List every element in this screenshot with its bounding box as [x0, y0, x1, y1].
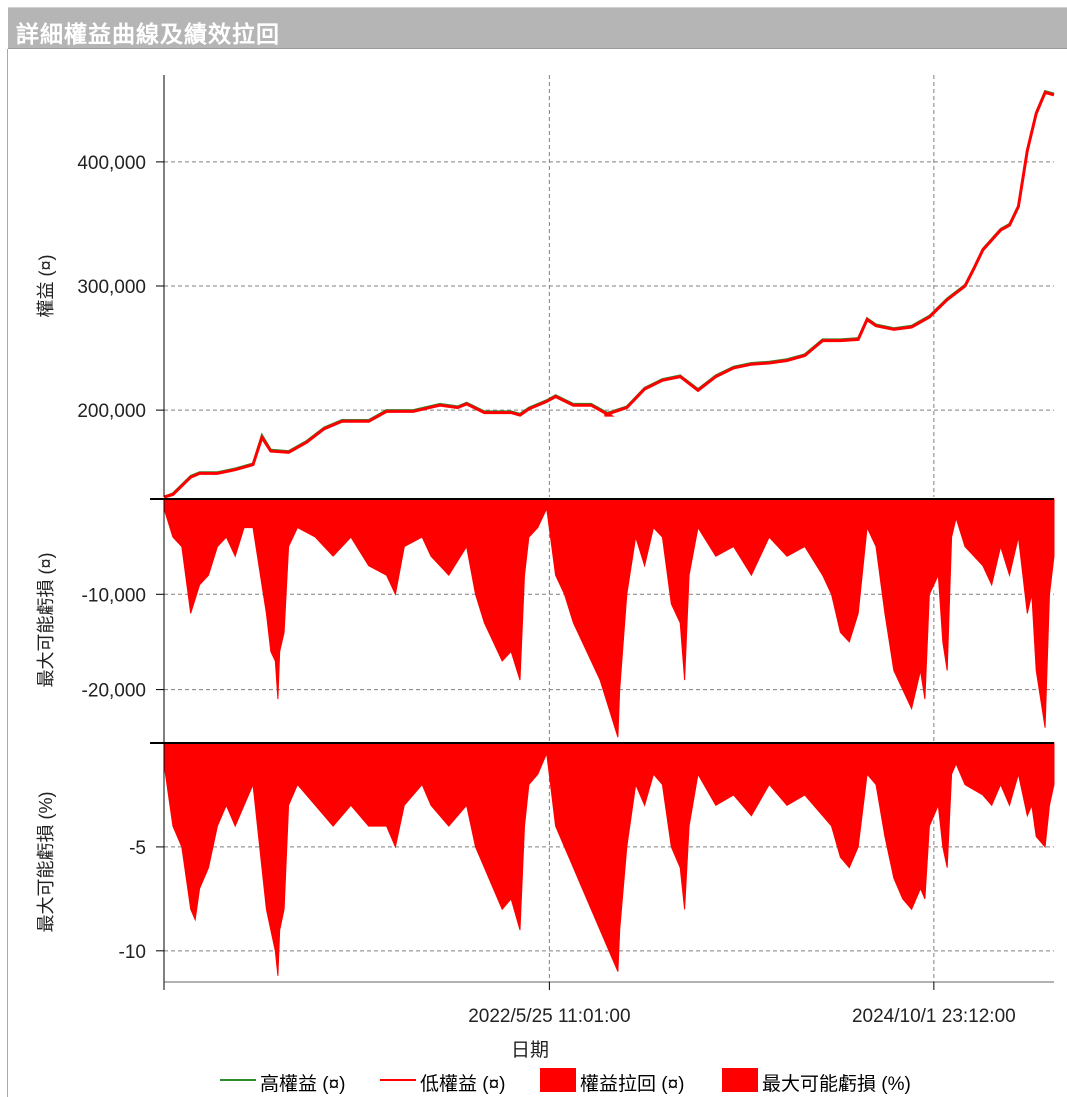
window-title-bar: 詳細權益曲線及績效拉回 — [8, 7, 1067, 49]
equity-panel: 200,000 300,000 400,000 權益 (¤) — [36, 75, 1055, 499]
x-axis-label: 日期 — [511, 1039, 549, 1061]
drawdown-percent-y-axis-label: 最大可能虧損 (%) — [36, 792, 56, 933]
chart-legend: 高權益 (¤) 低權益 (¤) 權益拉回 (¤) 最大可能虧損 (%) — [0, 1064, 1067, 1095]
series-line-high-equity — [163, 89, 1055, 498]
window-title: 詳細權益曲線及績效拉回 — [16, 21, 280, 47]
series-line-low-equity — [163, 90, 1055, 499]
equity-y-axis-label: 權益 (¤) — [36, 255, 56, 318]
drawdown-amount-ytick-label-0: -10,000 — [82, 585, 146, 606]
window-left-border — [7, 49, 8, 1097]
legend-line-swatch — [380, 1079, 416, 1081]
drawdown-percent-area-series — [163, 742, 1055, 976]
drawdown-percent-ytick-label-0: -5 — [129, 838, 146, 859]
legend-box-swatch — [540, 1068, 576, 1092]
equity-ytick-label-1: 300,000 — [77, 277, 146, 298]
legend-label: 最大可能虧損 (%) — [762, 1074, 911, 1095]
legend-box-swatch — [722, 1068, 758, 1092]
drawdown-percent-panel: -5 -10 最大可能虧損 (%) — [36, 742, 1055, 982]
drawdown-percent-ytick-label-1: -10 — [119, 942, 146, 963]
drawdown-amount-area-series — [163, 498, 1055, 738]
x-tick-label-2: 2024/10/1 23:12:00 — [852, 1006, 1016, 1027]
equity-ytick-label-0: 200,000 — [77, 401, 146, 422]
drawdown-amount-y-axis-label: 最大可能虧損 (¤) — [36, 553, 56, 688]
equity-drawdown-chart: 200,000 300,000 400,000 權益 (¤) -10,000 -20,0… — [36, 75, 1055, 1061]
legend-line-swatch — [220, 1079, 256, 1081]
equity-ytick-label-2: 400,000 — [77, 153, 146, 174]
drawdown-amount-panel: -10,000 -20,000 最大可能虧損 (¤) — [36, 498, 1055, 742]
x-axis: 2022/5/25 11:01:00 2024/10/1 23:12:00 日期 — [163, 981, 1054, 1061]
drawdown-amount-ytick-label-1: -20,000 — [82, 681, 146, 702]
legend-label: 權益拉回 (¤) — [580, 1074, 685, 1095]
x-tick-label-1: 2022/5/25 11:01:00 — [468, 1006, 630, 1027]
legend-label: 高權益 (¤) — [260, 1074, 346, 1095]
legend-label: 低權益 (¤) — [420, 1074, 506, 1095]
